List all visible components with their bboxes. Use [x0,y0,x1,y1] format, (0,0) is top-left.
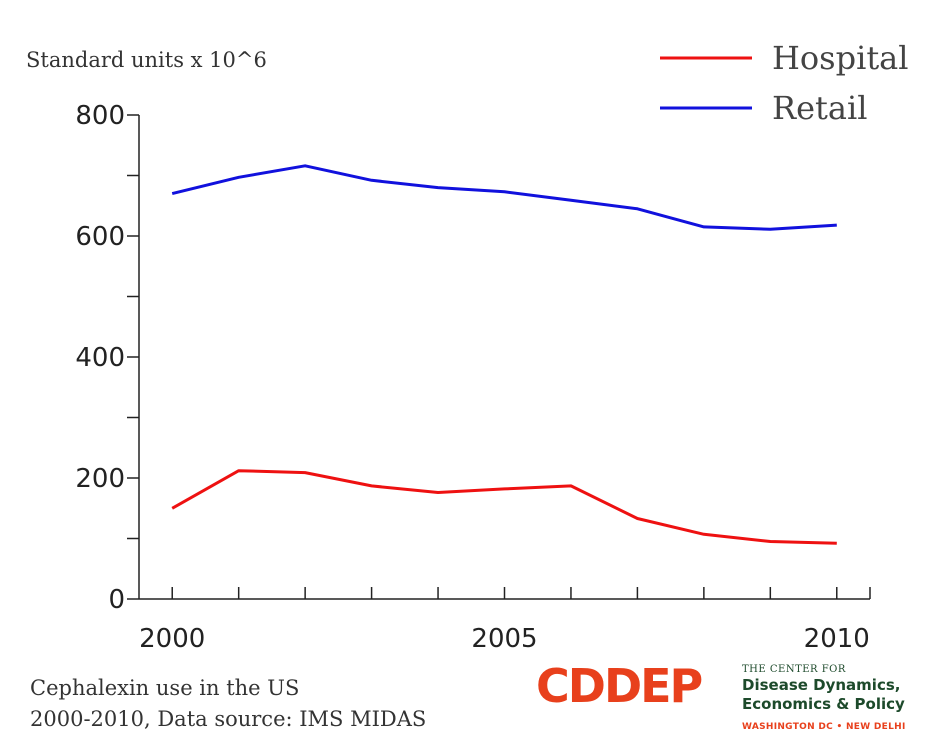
caption-line-2: 2000-2010, Data source: IMS MIDAS [30,707,427,731]
y-tick-label: 200 [75,464,125,494]
logo-text-line-3: Economics & Policy [742,695,905,713]
logo-text-line-4: WASHINGTON DC • NEW DELHI [742,722,906,732]
legend-label-hospital: Hospital [772,39,908,77]
y-tick-label: 800 [75,101,125,131]
y-tick-label: 0 [108,585,125,615]
x-tick-label: 2005 [471,624,537,654]
legend-label-retail: Retail [772,89,867,127]
logo-text-line-1: THE CENTER FOR [742,664,846,675]
axes: 0 200 400 600 800 2000 2005 2010 [75,101,871,654]
cddep-logo: CDDEP THE CENTER FOR Disease Dynamics, E… [536,660,916,740]
x-tick-label: 2000 [139,624,205,654]
legend: Hospital Retail [660,39,908,127]
logo-mark: CDDEP [536,659,703,713]
x-tick-label: 2010 [804,624,870,654]
y-axis-label: Standard units x 10^6 [26,48,267,72]
caption-line-1: Cephalexin use in the US [30,676,300,700]
series-line-hospital [171,469,837,545]
y-tick-label: 400 [75,343,125,373]
y-tick-label: 600 [75,222,125,252]
series-lines [171,164,837,545]
logo-text-line-2: Disease Dynamics, [742,676,901,694]
series-line-retail [171,164,837,231]
